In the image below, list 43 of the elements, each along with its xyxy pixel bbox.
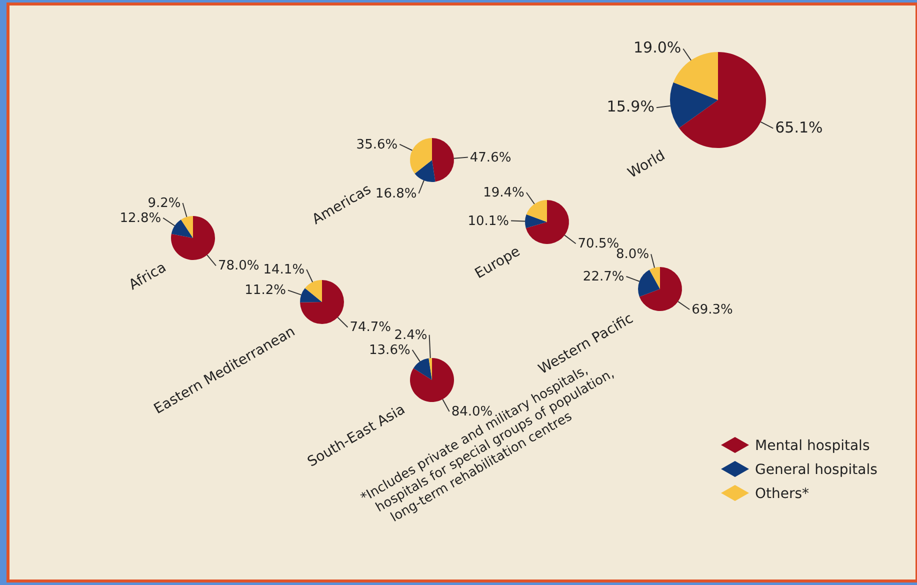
pie-slice [171, 220, 193, 238]
data-label: 2.4% [394, 328, 428, 343]
pie-slice [525, 214, 547, 228]
data-label: 13.6% [369, 342, 410, 358]
pie-slice [638, 270, 660, 297]
data-label: 19.4% [483, 185, 524, 200]
pie-slice [428, 358, 432, 380]
data-label: 15.9% [606, 98, 654, 116]
legend-label: General hospitals [755, 462, 878, 478]
pie-slice [410, 138, 432, 174]
data-label: 19.0% [633, 38, 682, 57]
data-label: 10.1% [468, 214, 510, 229]
data-label: 65.1% [775, 118, 823, 136]
pie-slice [526, 200, 547, 222]
data-label: 9.2% [148, 196, 181, 211]
pie-slice [180, 216, 193, 238]
data-label: 78.0% [218, 258, 260, 274]
pie-slice [678, 52, 766, 148]
pie-slice [414, 160, 436, 182]
pie-slice [649, 267, 660, 289]
pie-slice [673, 52, 718, 100]
pie-slice [171, 216, 215, 260]
data-label: 35.6% [356, 137, 398, 152]
pie-slice [639, 267, 682, 311]
pie-slice [413, 358, 432, 380]
pie-slice [432, 138, 454, 182]
pie-slice [410, 358, 454, 402]
data-label: 14.1% [263, 262, 305, 278]
data-label: 11.2% [244, 283, 286, 298]
data-label: 47.6% [470, 150, 512, 166]
data-label: 16.8% [375, 186, 417, 202]
data-label: 69.3% [692, 302, 733, 318]
pie-slice [304, 280, 322, 302]
legend-label: Mental hospitals [755, 438, 870, 454]
data-label: 22.7% [582, 269, 624, 284]
pie-slice [300, 280, 344, 324]
data-label: 12.8% [120, 210, 162, 226]
pie-slice [670, 82, 718, 128]
data-label: 74.7% [350, 320, 392, 336]
pie-slice [300, 288, 322, 302]
legend-label: Others* [755, 486, 810, 502]
pie-slice [526, 200, 569, 244]
data-label: 8.0% [616, 247, 650, 262]
